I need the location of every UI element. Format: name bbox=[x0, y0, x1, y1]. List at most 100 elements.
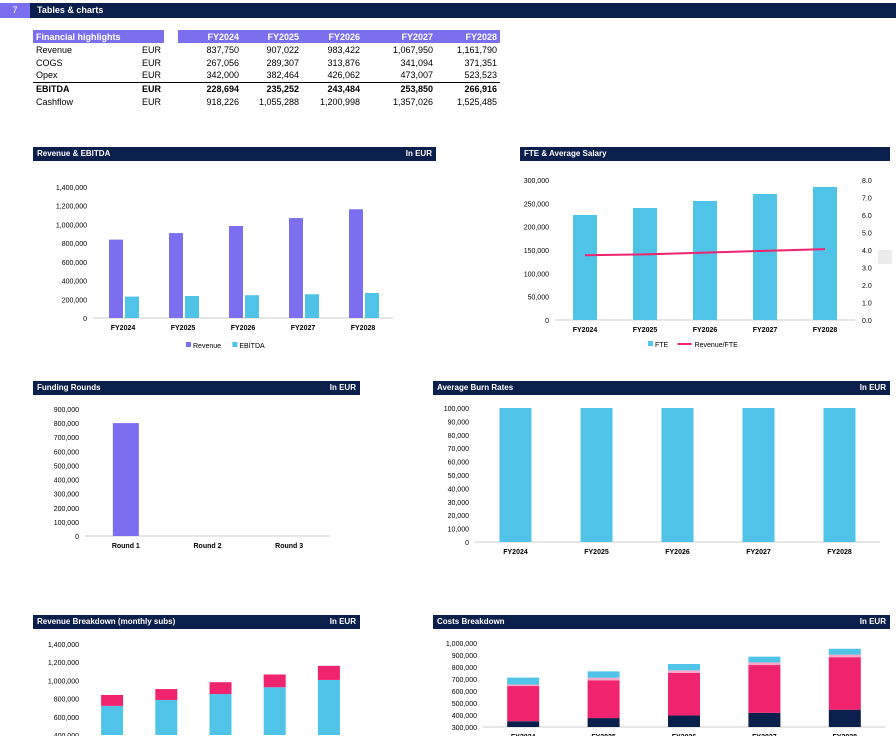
table-cell[interactable]: 1,055,288 bbox=[258, 96, 300, 107]
x-tick-label: FY2028 bbox=[833, 734, 858, 736]
stacked-bar-segment bbox=[828, 657, 861, 710]
x-tick-label: FY2026 bbox=[231, 325, 256, 332]
stacked-bar-segment bbox=[748, 662, 781, 666]
table-cell[interactable]: 1,067,950 bbox=[392, 44, 434, 55]
table-cell[interactable]: 473,007 bbox=[400, 70, 434, 81]
x-tick-label: FY2026 bbox=[693, 327, 718, 334]
table-cell[interactable]: 341,094 bbox=[400, 57, 434, 68]
table-cell[interactable]: 289,307 bbox=[266, 57, 300, 68]
table-cell[interactable]: 235,252 bbox=[242, 81, 303, 95]
stacked-bar-segment bbox=[317, 679, 340, 735]
y-tick-label: 600,000 bbox=[452, 689, 477, 696]
table-cell[interactable]: EUR bbox=[139, 81, 165, 95]
bar bbox=[499, 408, 532, 542]
table-cell[interactable]: EUR bbox=[142, 96, 162, 107]
table-cell[interactable]: 983,422 bbox=[327, 44, 361, 55]
y2-tick-label: 6.0 bbox=[862, 213, 872, 220]
x-tick-label: FY2026 bbox=[672, 734, 697, 736]
table-cell[interactable]: 918,226 bbox=[206, 96, 240, 107]
legend-swatch bbox=[232, 342, 238, 347]
table-cell[interactable]: EUR bbox=[142, 70, 162, 81]
y-tick-label: 600,000 bbox=[54, 449, 79, 456]
x-tick-label: FY2027 bbox=[291, 325, 316, 332]
y-tick-label: 30,000 bbox=[448, 500, 470, 507]
x-tick-label: Round 1 bbox=[112, 543, 140, 550]
table-cell[interactable]: 1,525,485 bbox=[456, 96, 498, 107]
chart-unit-label: In EUR bbox=[329, 383, 356, 392]
bar bbox=[661, 408, 694, 542]
financial-highlights-table: Financial highlights FY2024 FY2025 FY202… bbox=[33, 30, 501, 108]
y-tick-label: 50,000 bbox=[448, 473, 470, 480]
y-tick-label: 800,000 bbox=[54, 421, 79, 428]
bar bbox=[185, 295, 199, 318]
series-line bbox=[584, 248, 826, 257]
chart-unit-label: In EUR bbox=[405, 149, 432, 158]
y-tick-label: 800,000 bbox=[62, 241, 87, 248]
stacked-bar-segment bbox=[209, 682, 232, 695]
y-tick-label: 90,000 bbox=[448, 419, 470, 426]
y-tick-label: 0 bbox=[545, 318, 549, 325]
table-cell[interactable]: 1,357,026 bbox=[392, 96, 434, 107]
sheet-title: Tables & charts bbox=[37, 5, 104, 15]
stacked-bar-segment bbox=[748, 656, 781, 663]
y-tick-label: 1,200,000 bbox=[48, 660, 79, 667]
table-cell[interactable]: EUR bbox=[142, 44, 162, 55]
bar bbox=[753, 194, 777, 320]
table-cell[interactable]: 907,022 bbox=[266, 44, 300, 55]
stacked-bar-segment bbox=[748, 665, 781, 713]
table-row: COGS EUR 267,056 289,307 313,876 341,094 371,3… bbox=[33, 56, 500, 69]
table-cell[interactable]: 523,523 bbox=[464, 70, 498, 81]
table-cell[interactable]: EBITDA bbox=[33, 81, 139, 95]
table-cell[interactable]: 1,200,998 bbox=[319, 96, 361, 107]
y-tick-label: 70,000 bbox=[448, 446, 470, 453]
table-header-cell: FY2025 bbox=[242, 30, 303, 43]
table-cell[interactable]: 266,916 bbox=[436, 81, 501, 95]
table-cell[interactable]: EUR bbox=[142, 57, 162, 68]
table-cell[interactable]: Cashflow bbox=[36, 96, 74, 107]
y-tick-label: 50,000 bbox=[528, 295, 550, 302]
y-tick-label: 1,000,000 bbox=[446, 641, 477, 648]
x-tick-label: FY2027 bbox=[753, 327, 778, 334]
table-cell[interactable]: 1,161,790 bbox=[456, 44, 498, 55]
bar bbox=[112, 423, 139, 536]
chart-title: Average Burn Rates bbox=[437, 383, 514, 392]
x-tick-label: FY2024 bbox=[111, 325, 136, 332]
y-tick-label: 200,000 bbox=[524, 225, 549, 232]
table-cell[interactable]: COGS bbox=[36, 57, 63, 68]
bar bbox=[245, 295, 259, 318]
y-tick-label: 300,000 bbox=[54, 492, 79, 499]
legend-label: FTE bbox=[655, 342, 669, 349]
y2-tick-label: 0.0 bbox=[862, 318, 872, 325]
table-cell[interactable]: 382,464 bbox=[266, 70, 300, 81]
y-tick-label: 100,000 bbox=[444, 406, 469, 413]
x-tick-label: FY2025 bbox=[633, 327, 658, 334]
y2-tick-label: 4.0 bbox=[862, 248, 872, 255]
table-cell[interactable]: 371,351 bbox=[464, 57, 498, 68]
y-tick-label: 200,000 bbox=[62, 297, 87, 304]
table-cell[interactable]: 426,062 bbox=[327, 70, 361, 81]
stacked-bar-segment bbox=[748, 712, 781, 727]
table-cell[interactable]: 267,056 bbox=[206, 57, 240, 68]
y-tick-label: 1,000,000 bbox=[48, 678, 79, 685]
legend-label: EBITDA bbox=[239, 343, 265, 350]
table-cell[interactable]: Opex bbox=[36, 70, 58, 81]
y-tick-label: 40,000 bbox=[448, 486, 470, 493]
x-tick-label: FY2028 bbox=[351, 325, 376, 332]
y-tick-label: 100,000 bbox=[54, 520, 79, 527]
chart-title: Revenue Breakdown (monthly subs) bbox=[37, 617, 176, 626]
y-tick-label: 60,000 bbox=[448, 460, 470, 467]
table-cell[interactable]: 243,484 bbox=[302, 81, 364, 95]
chart-unit-label: In EUR bbox=[859, 383, 886, 392]
table-cell[interactable]: 837,750 bbox=[206, 44, 240, 55]
table-cell[interactable]: 228,694 bbox=[178, 81, 243, 95]
table-cell[interactable]: 253,850 bbox=[363, 81, 437, 95]
table-cell[interactable]: Revenue bbox=[36, 44, 73, 55]
y2-tick-label: 7.0 bbox=[862, 196, 872, 203]
stacked-bar-segment bbox=[828, 654, 861, 658]
stacked-bar-segment bbox=[507, 721, 540, 727]
stacked-bar-segment bbox=[101, 705, 124, 735]
y-tick-label: 400,000 bbox=[452, 713, 477, 720]
table-cell[interactable]: 313,876 bbox=[327, 57, 361, 68]
table-cell[interactable]: 342,000 bbox=[206, 70, 240, 81]
